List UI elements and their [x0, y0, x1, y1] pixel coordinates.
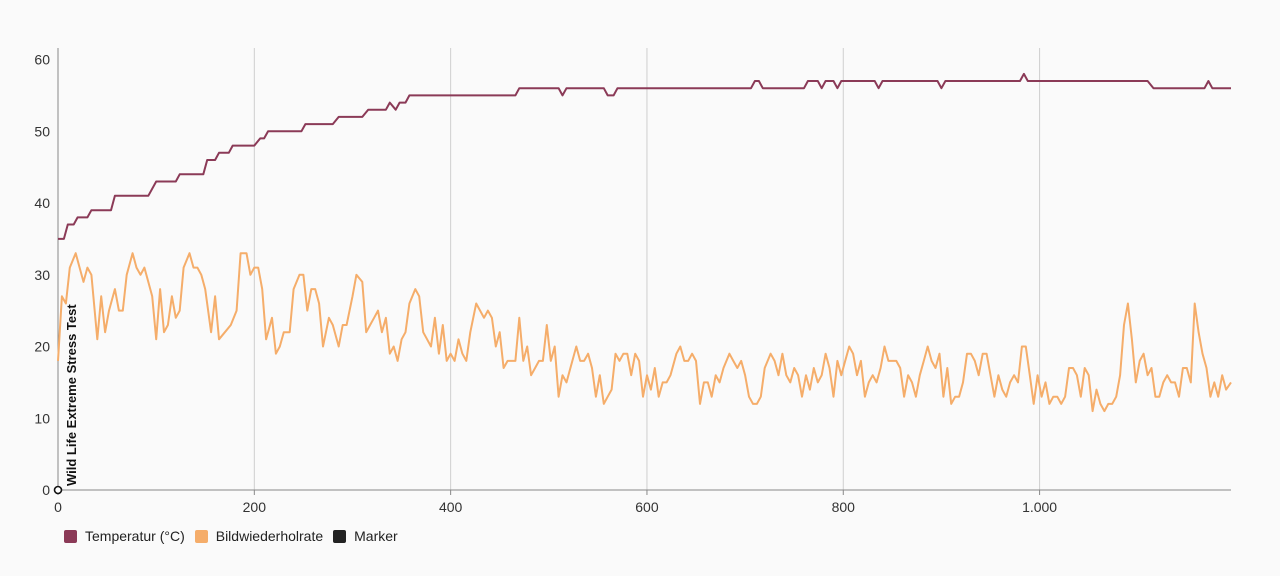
grid-lines: [253, 48, 1041, 490]
legend-item-framerate[interactable]: Bildwiederholrate: [194, 528, 324, 544]
y-tick-label-3: 30: [34, 267, 50, 283]
y-axis-ticks: 0 10 20 30 40 50 60: [34, 52, 50, 498]
y-tick-label-4: 40: [34, 195, 50, 211]
legend-label-marker: Marker: [354, 528, 398, 544]
y-tick-label-0: 0: [42, 482, 50, 498]
x-axis-ticks: 0 200 400 600 800 1.000: [54, 490, 1057, 515]
series-lines: [57, 72, 1232, 413]
x-tick-label-0: 0: [54, 499, 62, 515]
legend: Temperatur (°C) Bildwiederholrate Marker: [64, 528, 408, 544]
y-tick-label-6: 60: [34, 52, 50, 68]
legend-swatch-framerate: [194, 529, 208, 543]
x-tick-label-5: 1.000: [1022, 499, 1057, 515]
y-tick-label-5: 50: [34, 123, 50, 139]
axes: [57, 48, 1231, 491]
series-line-framerate: [57, 252, 1232, 413]
legend-swatch-temperature: [64, 529, 77, 543]
x-tick-label-2: 400: [439, 499, 463, 515]
legend-item-temperature[interactable]: Temperatur (°C): [64, 528, 185, 544]
marker-point-0: [53, 485, 63, 495]
x-tick-label-3: 600: [635, 499, 659, 515]
marker-label-0: Wild Life Extreme Stress Test: [64, 304, 79, 486]
series-line-temperature: [58, 72, 1231, 240]
y-tick-label-2: 20: [34, 339, 50, 355]
legend-label-temperature: Temperatur (°C): [85, 528, 185, 544]
y-tick-label-1: 10: [34, 410, 50, 426]
legend-item-marker[interactable]: Marker: [333, 528, 398, 544]
legend-label-framerate: Bildwiederholrate: [215, 528, 324, 544]
legend-swatch-marker: [333, 529, 347, 543]
x-tick-label-1: 200: [243, 499, 267, 515]
x-tick-label-4: 800: [832, 499, 856, 515]
chart-markers: Wild Life Extreme Stress Test: [53, 304, 79, 495]
